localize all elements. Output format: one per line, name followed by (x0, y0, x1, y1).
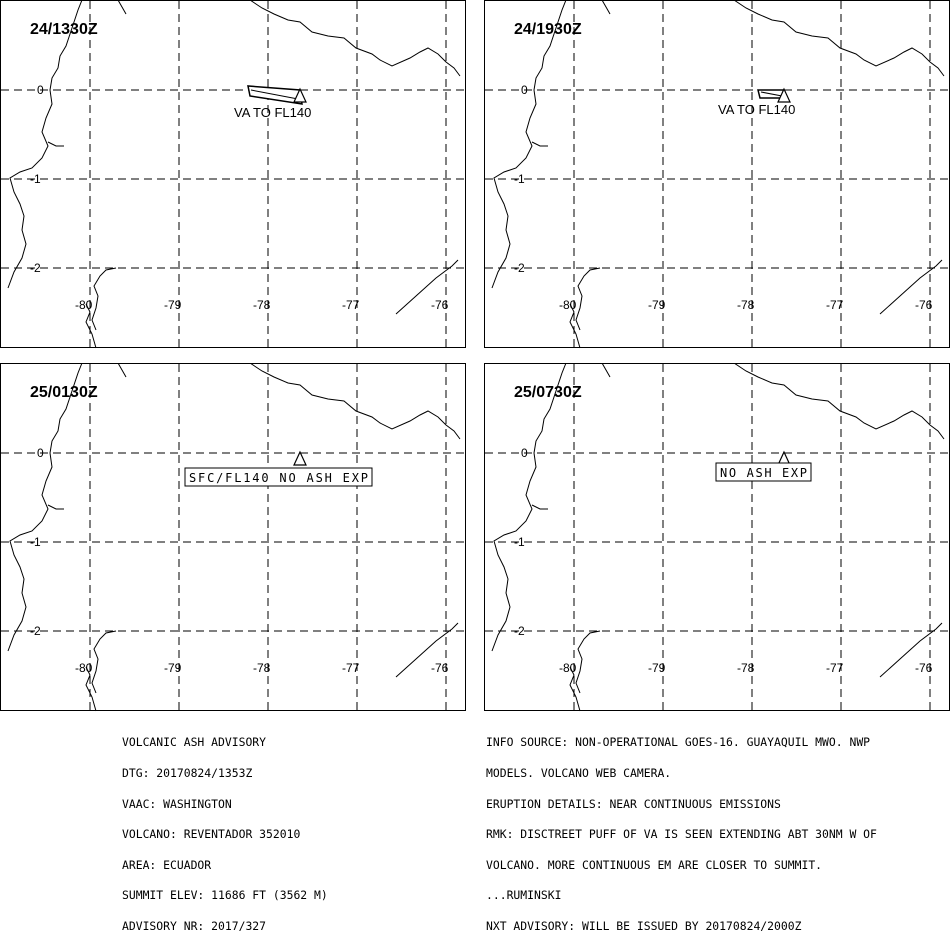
lon-label: -78 (253, 661, 271, 675)
ash-label: VA TO FL140 (234, 105, 311, 120)
graticule (1, 364, 465, 710)
lat-label: -1 (30, 172, 41, 186)
coastline (7, 0, 461, 349)
panel-time: 25/0730Z (514, 384, 582, 401)
volcano-icon (777, 87, 791, 103)
coastline (491, 0, 945, 349)
label-box (184, 467, 373, 487)
graticule (485, 364, 949, 710)
lat-label: -1 (514, 535, 525, 549)
map-panel-4: 0 -1 -2 -80 -79 -78 -77 -76 25/0730Z NO … (484, 363, 950, 712)
lat-label: 0 (37, 446, 44, 460)
lon-label: -76 (915, 661, 933, 675)
advisory-line: ADVISORY NR: 2017/327 (122, 918, 267, 933)
advisory-header: VOLCANIC ASH ADVISORY DTG: 20170824/1353… (122, 717, 328, 941)
lat-label: 0 (521, 83, 528, 97)
map-panel-3: 0 -1 -2 -80 -79 -78 -77 -76 25/0130Z SFC… (0, 363, 467, 712)
lon-label: -80 (559, 661, 577, 675)
advisory-line: MODELS. VOLCANO WEB CAMERA. (486, 766, 672, 780)
advisory-line: ...RUMINSKI (486, 888, 562, 903)
volcano-icon (293, 87, 307, 103)
axis-labels: 0 -1 -2 -80 -79 -78 -77 -76 (30, 446, 449, 675)
lon-label: -78 (253, 298, 271, 312)
advisory-details: INFO SOURCE: NON-OPERATIONAL GOES-16. GU… (486, 717, 877, 941)
advisory-line: VOLCANIC ASH ADVISORY (122, 735, 267, 750)
lon-label: -77 (342, 661, 360, 675)
lon-label: -79 (164, 298, 182, 312)
advisory-line: ERUPTION DETAILS: NEAR CONTINUOUS EMISSI… (486, 796, 781, 811)
lon-label: -78 (737, 298, 755, 312)
lon-label: -79 (648, 661, 666, 675)
panel-frame (0, 0, 466, 348)
map-svg: 0 -1 -2 -80 -79 -78 -77 -76 24/1330Z VA … (0, 0, 466, 349)
map-svg: 0 -1 -2 -80 -79 -78 -77 -76 25/0130Z SFC… (0, 363, 466, 712)
lat-label: -2 (30, 261, 41, 275)
lat-label: 0 (37, 83, 44, 97)
advisory-line: SUMMIT ELEV: 11686 FT (3562 M) (122, 888, 328, 903)
axis-labels: 0 -1 -2 -80 -79 -78 -77 -76 (30, 83, 449, 312)
axis-labels: 0 -1 -2 -80 -79 -78 -77 -76 (514, 446, 933, 675)
lat-label: -1 (514, 172, 525, 186)
lat-label: 0 (521, 446, 528, 460)
coastline (491, 363, 945, 712)
advisory-line: NXT ADVISORY: WILL BE ISSUED BY 20170824… (486, 918, 802, 933)
ash-label: VA TO FL140 (718, 102, 795, 117)
lon-label: -77 (342, 298, 360, 312)
advisory-line: VAAC: WASHINGTON (122, 796, 232, 811)
map-panel-1: 0 -1 -2 -80 -79 -78 -77 -76 24/1330Z VA … (0, 0, 467, 349)
map-panel-2: 0 -1 -2 -80 -79 -78 -77 -76 24/1930Z VA … (484, 0, 950, 349)
lon-label: -76 (915, 298, 933, 312)
advisory-line: AREA: ECUADOR (122, 857, 212, 872)
panel-frame (484, 0, 950, 348)
panel-time: 24/1330Z (30, 21, 98, 38)
advisory-line: INFO SOURCE: NON-OPERATIONAL GOES-16. GU… (486, 735, 871, 750)
coastline (7, 363, 461, 712)
graticule (485, 1, 949, 347)
advisory-line: DTG: 20170824/1353Z (122, 766, 253, 780)
lat-label: -2 (514, 624, 525, 638)
lon-label: -80 (75, 661, 93, 675)
lon-label: -76 (431, 661, 449, 675)
advisory-line: VOLCANO: REVENTADOR 352010 (122, 827, 301, 842)
lon-label: -80 (75, 298, 93, 312)
advisory-line: RMK: DISCTREET PUFF OF VA IS SEEN EXTEND… (486, 827, 877, 842)
lon-label: -76 (431, 298, 449, 312)
map-svg: 0 -1 -2 -80 -79 -78 -77 -76 24/1930Z VA … (484, 0, 950, 349)
lon-label: -80 (559, 298, 577, 312)
lon-label: -79 (164, 661, 182, 675)
volcano-icon (293, 450, 307, 466)
panel-frame (0, 363, 466, 711)
panel-time: 24/1930Z (514, 21, 582, 38)
lat-label: -1 (30, 535, 41, 549)
panel-frame (484, 363, 950, 711)
map-svg: 0 -1 -2 -80 -79 -78 -77 -76 25/0730Z NO … (484, 363, 950, 712)
axis-labels: 0 -1 -2 -80 -79 -78 -77 -76 (514, 83, 933, 312)
lon-label: -77 (826, 298, 844, 312)
ash-plume-hatch (760, 91, 783, 97)
lon-label: -77 (826, 661, 844, 675)
lat-label: -2 (514, 261, 525, 275)
graticule (1, 1, 465, 347)
lon-label: -78 (737, 661, 755, 675)
panel-time: 25/0130Z (30, 384, 98, 401)
advisory-line: VOLCANO. MORE CONTINUOUS EM ARE CLOSER T… (486, 857, 823, 872)
lon-label: -79 (648, 298, 666, 312)
lat-label: -2 (30, 624, 41, 638)
label-box (715, 462, 812, 482)
ash-plume-hatch (250, 89, 299, 100)
ash-label: NO ASH EXP (720, 466, 807, 480)
